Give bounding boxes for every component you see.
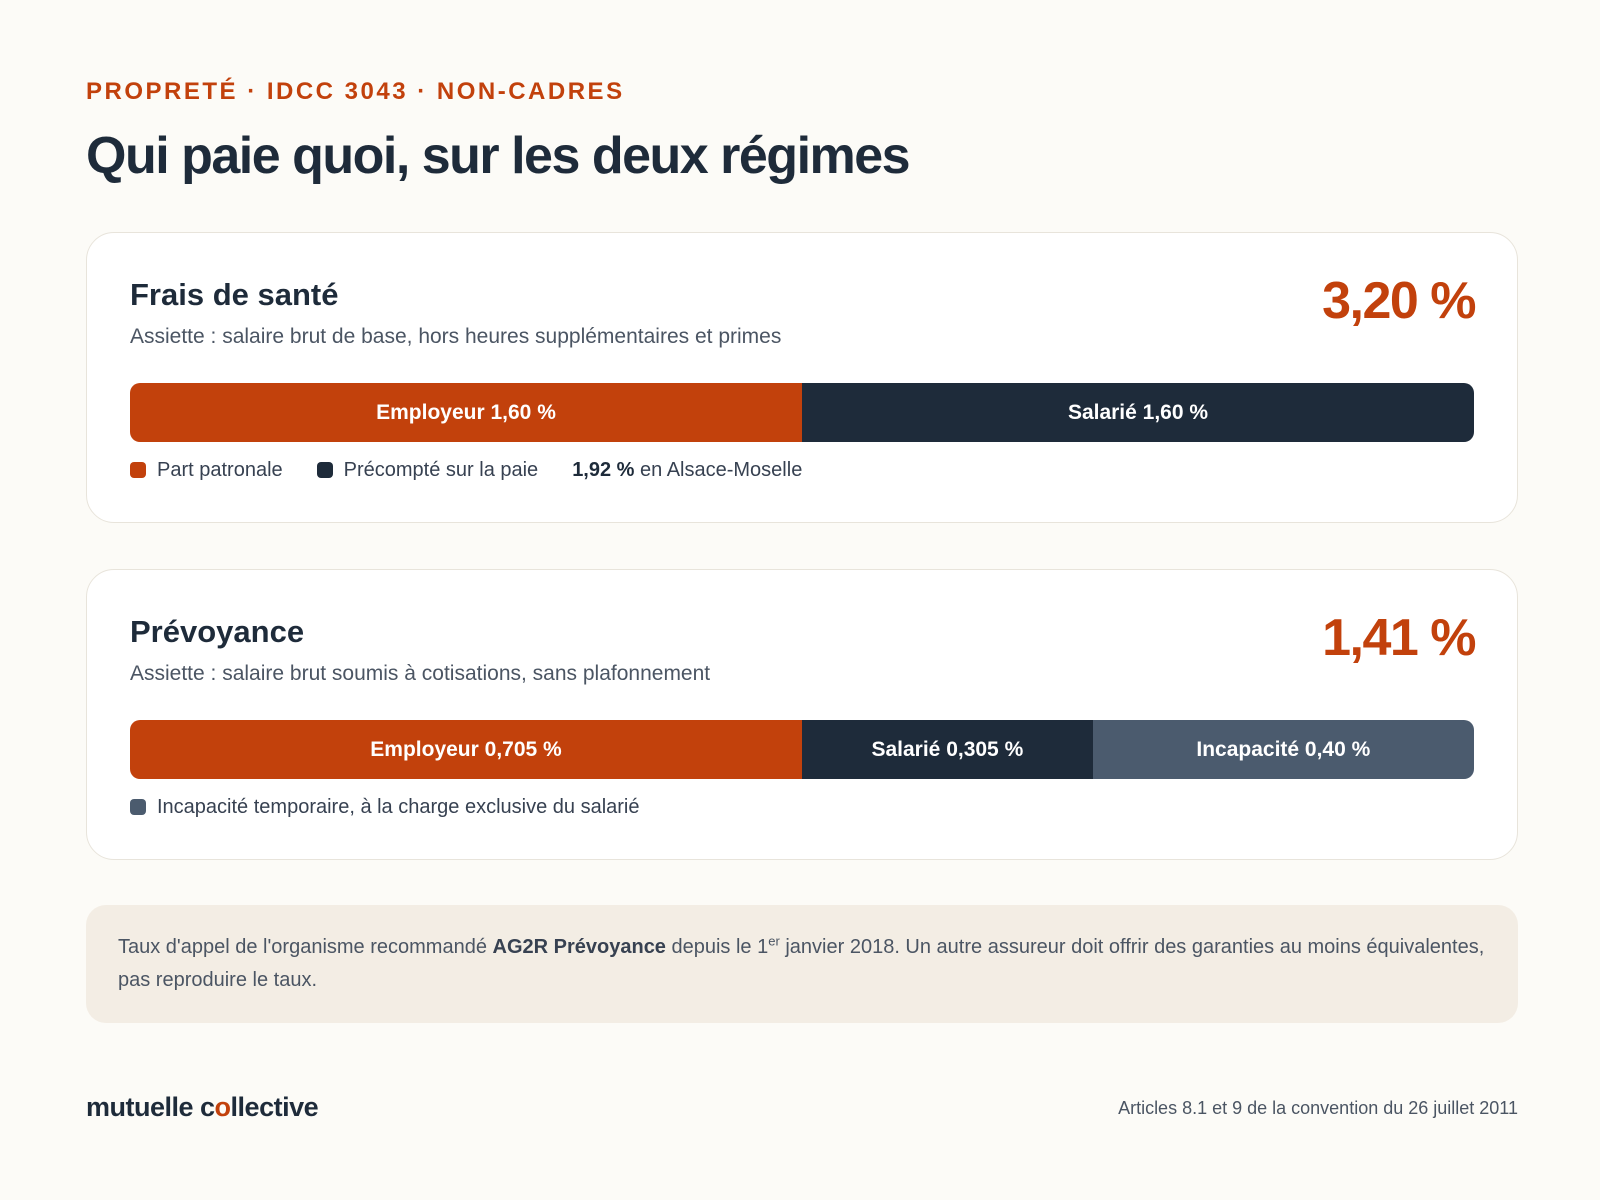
note-text-3: janvier 2018. Un autre assureur doit off… [118,936,1485,991]
legend-label-employer: Part patronale [157,458,283,481]
note-superscript: er [768,933,780,949]
alsace-moselle-note: 1,92 % en Alsace-Moselle [572,459,802,482]
prevoyance-card-subtitle: Assiette : salaire brut soumis à cotisat… [130,662,711,685]
health-legend: Part patronale Précompté sur la paie 1,9… [130,456,802,484]
brand-accent-o: o [214,1092,232,1122]
legend-item-incapacity: Incapacité temporaire, à la charge exclu… [130,796,639,819]
health-stacked-bar: Employeur 1,60 % Salarié 1,60 % [130,383,1474,442]
brand-text-2: llective [230,1092,319,1122]
alsace-moselle-text: en Alsace-Moselle [634,458,803,481]
eyebrow-label: PROPRETÉ · IDCC 3043 · NON-CADRES [86,78,625,105]
alsace-moselle-rate: 1,92 % [572,458,635,481]
page-title: Qui paie quoi, sur les deux régimes [86,127,911,185]
health-card-subtitle: Assiette : salaire brut de base, hors he… [130,325,782,348]
note-text-2: depuis le 1 [665,936,769,958]
bar-segment-employer: Employeur 0,705 % [130,720,802,779]
bar-segment-employee: Salarié 1,60 % [802,383,1474,442]
prevoyance-legend: Incapacité temporaire, à la charge exclu… [130,793,673,821]
insurer-note: Taux d'appel de l'organisme recommandé A… [86,905,1518,1023]
bar-segment-employee: Salarié 0,305 % [802,720,1093,779]
bar-segment-employer: Employeur 1,60 % [130,383,802,442]
legend-label-incapacity: Incapacité temporaire, à la charge exclu… [157,795,640,818]
legend-item-employee: Précompté sur la paie [316,458,539,482]
health-card: Frais de santé Assiette : salaire brut d… [86,232,1518,523]
note-text-1: Taux d'appel de l'organisme recommandé [118,936,493,958]
legend-label-employee: Précompté sur la paie [343,458,539,481]
legend-item-employer: Part patronale [130,459,283,482]
source-citation: Articles 8.1 et 9 de la convention du 26… [1118,1098,1518,1118]
prevoyance-stacked-bar: Employeur 0,705 % Salarié 0,305 % Incapaci… [130,720,1474,779]
brand-logo: mutuelle collective [86,1092,319,1123]
legend-swatch-employee [316,462,333,478]
prevoyance-card-title: Prévoyance [130,614,305,649]
prevoyance-card: Prévoyance Assiette : salaire brut soumi… [86,569,1518,860]
legend-swatch-employer [130,462,146,478]
health-card-title: Frais de santé [130,277,339,312]
prevoyance-card-total: 1,41 % [1322,609,1476,667]
note-insurer-name: AG2R Prévoyance [492,936,666,958]
health-card-total: 3,20 % [1322,272,1476,330]
bar-segment-incapacity: Incapacité 0,40 % [1092,720,1474,779]
brand-text-1: mutuelle c [86,1092,215,1122]
legend-swatch-incapacity [130,799,146,815]
